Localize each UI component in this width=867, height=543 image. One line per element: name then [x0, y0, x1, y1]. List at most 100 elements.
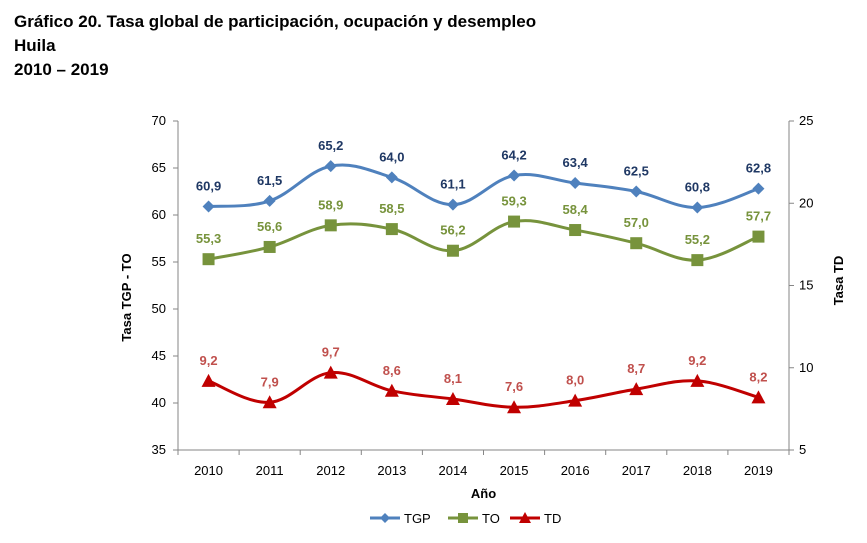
data-point-tgp — [263, 194, 276, 207]
data-point-to — [752, 230, 765, 243]
data-label-td: 7,9 — [261, 374, 279, 389]
data-point-tgp — [324, 160, 337, 173]
data-label-td: 9,2 — [688, 353, 706, 368]
data-label-to: 58,9 — [318, 197, 343, 212]
legend-label-td: TD — [544, 511, 561, 526]
data-label-td: 8,2 — [749, 369, 767, 384]
x-tick-label: 2015 — [500, 463, 529, 478]
y-left-tick-label: 40 — [152, 395, 166, 410]
data-label-to: 56,6 — [257, 219, 282, 234]
data-label-tgp: 61,1 — [440, 177, 465, 192]
legend-label-to: TO — [482, 511, 500, 526]
chart-title: Gráfico 20. Tasa global de participación… — [14, 10, 536, 82]
data-label-to: 56,2 — [440, 223, 465, 238]
data-point-td — [445, 392, 460, 406]
data-label-to: 58,5 — [379, 201, 404, 216]
series-line-to — [208, 219, 760, 262]
legend-marker-to — [458, 513, 468, 523]
data-label-to: 57,0 — [624, 215, 649, 230]
data-label-td: 8,7 — [627, 361, 645, 376]
data-label-tgp: 62,5 — [624, 164, 649, 179]
data-point-td — [384, 383, 399, 397]
y-left-tick-label: 45 — [152, 348, 166, 363]
data-label-td: 8,0 — [566, 373, 584, 388]
data-point-td — [568, 393, 583, 407]
data-point-to — [630, 237, 643, 250]
data-point-tgp — [508, 169, 521, 182]
data-point-td — [507, 400, 522, 414]
data-label-tgp: 60,8 — [685, 179, 710, 194]
x-tick-label: 2012 — [316, 463, 345, 478]
data-point-to — [446, 244, 459, 257]
data-point-td — [690, 373, 705, 387]
x-tick-label: 2010 — [194, 463, 223, 478]
y-left-tick-label: 50 — [152, 301, 166, 316]
data-label-tgp: 63,4 — [562, 155, 588, 170]
data-point-tgp — [630, 185, 643, 198]
y-left-tick-label: 55 — [152, 254, 166, 269]
x-axis-title: Año — [471, 486, 496, 501]
data-label-tgp: 62,8 — [746, 161, 771, 176]
legend-label-tgp: TGP — [404, 511, 431, 526]
data-point-tgp — [752, 182, 765, 195]
data-point-td — [751, 390, 766, 404]
x-tick-label: 2013 — [377, 463, 406, 478]
x-tick-label: 2017 — [622, 463, 651, 478]
data-label-td: 9,7 — [322, 345, 340, 360]
x-tick-label: 2014 — [438, 463, 467, 478]
data-point-to — [263, 240, 276, 253]
y-axis-left-title: Tasa TGP - TO — [119, 253, 134, 341]
data-label-td: 8,1 — [444, 371, 462, 386]
data-point-tgp — [569, 177, 582, 190]
y-right-tick-label: 5 — [799, 442, 806, 457]
data-label-td: 7,6 — [505, 379, 523, 394]
y-axis-right-title: Tasa TD — [831, 256, 846, 306]
data-point-td — [629, 382, 644, 396]
data-label-td: 8,6 — [383, 363, 401, 378]
legend-marker-td — [519, 512, 531, 523]
data-label-tgp: 64,2 — [501, 148, 526, 163]
legend-marker-tgp — [380, 513, 390, 523]
x-tick-label: 2011 — [256, 463, 284, 478]
data-point-tgp — [446, 198, 459, 211]
chart-title-line-3: 2010 – 2019 — [14, 60, 109, 79]
data-label-tgp: 60,9 — [196, 179, 221, 194]
data-point-to — [508, 215, 521, 228]
y-right-tick-label: 10 — [799, 360, 813, 375]
series-line-tgp — [208, 163, 759, 209]
data-label-to: 59,3 — [501, 194, 526, 209]
data-label-to: 57,7 — [746, 209, 771, 224]
y-right-tick-label: 25 — [799, 113, 813, 128]
y-left-tick-label: 70 — [152, 113, 166, 128]
data-label-tgp: 65,2 — [318, 138, 343, 153]
data-point-td — [323, 365, 338, 379]
data-point-tgp — [202, 200, 215, 213]
data-label-to: 55,3 — [196, 231, 221, 246]
y-right-tick-label: 20 — [799, 195, 813, 210]
y-left-tick-label: 60 — [152, 207, 166, 222]
y-left-tick-label: 35 — [152, 442, 166, 457]
data-label-td: 9,2 — [200, 353, 218, 368]
series-line-td — [208, 371, 759, 409]
chart-title-line-1: Gráfico 20. Tasa global de participación… — [14, 12, 537, 31]
chart-title-line-2: Huila — [14, 36, 56, 55]
x-tick-label: 2019 — [744, 463, 773, 478]
data-point-tgp — [691, 201, 704, 214]
x-tick-label: 2016 — [561, 463, 590, 478]
data-label-to: 58,4 — [562, 202, 588, 217]
data-label-to: 55,2 — [685, 232, 710, 247]
data-point-tgp — [385, 171, 398, 184]
data-point-to — [385, 223, 398, 236]
data-point-td — [201, 373, 216, 387]
y-left-tick-label: 65 — [152, 160, 166, 175]
data-point-to — [691, 254, 704, 267]
y-right-tick-label: 15 — [799, 278, 813, 293]
data-point-to — [202, 253, 215, 266]
data-label-tgp: 64,0 — [379, 149, 404, 164]
data-point-to — [569, 224, 582, 237]
data-point-td — [262, 395, 277, 409]
data-label-tgp: 61,5 — [257, 173, 282, 188]
x-tick-label: 2018 — [683, 463, 712, 478]
data-point-to — [324, 219, 337, 232]
